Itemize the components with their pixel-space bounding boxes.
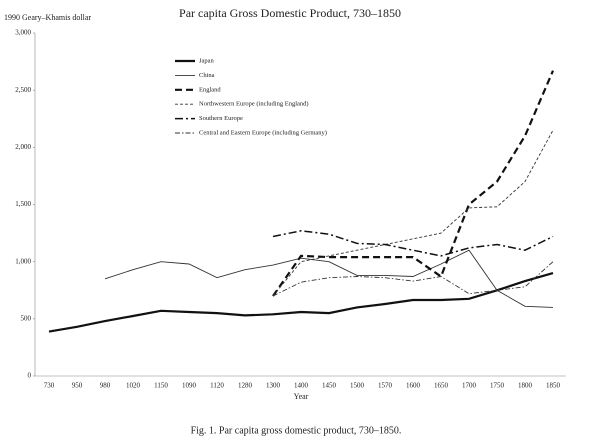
chart-title: Par capita Gross Domestic Product, 730–1… xyxy=(179,6,401,20)
x-tick-label: 1750 xyxy=(490,382,505,390)
legend-label: China xyxy=(199,72,215,79)
x-tick-label: 1500 xyxy=(350,382,365,390)
y-tick-label: 0 xyxy=(28,372,32,380)
y-tick-label: 1,000 xyxy=(15,257,31,265)
y-axis-label: 1990 Geary–Khamis dollar xyxy=(4,13,91,22)
x-tick-label: 1650 xyxy=(434,382,449,390)
x-tick-label: 1570 xyxy=(378,382,393,390)
x-tick-label: 1300 xyxy=(266,382,281,390)
x-tick-label: 950 xyxy=(72,382,83,390)
x-tick-label: 1020 xyxy=(126,382,141,390)
caption: Fig. 1. Par capita gross domestic produc… xyxy=(191,425,402,436)
y-tick-label: 3,000 xyxy=(15,29,31,37)
x-tick-label: 1120 xyxy=(210,382,224,390)
y-tick-label: 2,500 xyxy=(15,86,31,94)
y-tick-label: 500 xyxy=(21,314,32,322)
x-tick-label: 1800 xyxy=(518,382,533,390)
series-line xyxy=(272,129,554,297)
legend-label: Northwestern Europe (including England) xyxy=(199,101,309,108)
legend-label: Japan xyxy=(199,57,215,64)
series-line xyxy=(272,261,554,297)
series-line xyxy=(104,249,554,308)
series-line xyxy=(272,70,555,297)
legend-label: England xyxy=(199,86,221,93)
y-tick-label: 1,500 xyxy=(15,200,31,208)
legend-label: Central and Eastern Europe (including Ge… xyxy=(199,129,327,136)
x-tick-label: 1450 xyxy=(322,382,337,390)
x-tick-label: 730 xyxy=(44,382,55,390)
x-tick-label: 1090 xyxy=(182,382,197,390)
x-tick-label: 1600 xyxy=(406,382,421,390)
x-tick-label: 1700 xyxy=(462,382,477,390)
x-tick-label: 1400 xyxy=(294,382,309,390)
y-tick-label: 2,000 xyxy=(15,143,31,151)
series-line xyxy=(272,230,554,257)
x-tick-label: 1280 xyxy=(238,382,253,390)
x-tick-label: 1850 xyxy=(546,382,561,390)
legend-label: Southern Europe xyxy=(199,115,243,122)
x-tick-label: 1150 xyxy=(154,382,168,390)
x-tick-label: 980 xyxy=(100,382,111,390)
series-line xyxy=(48,272,554,333)
x-axis-label: Year xyxy=(294,392,309,401)
